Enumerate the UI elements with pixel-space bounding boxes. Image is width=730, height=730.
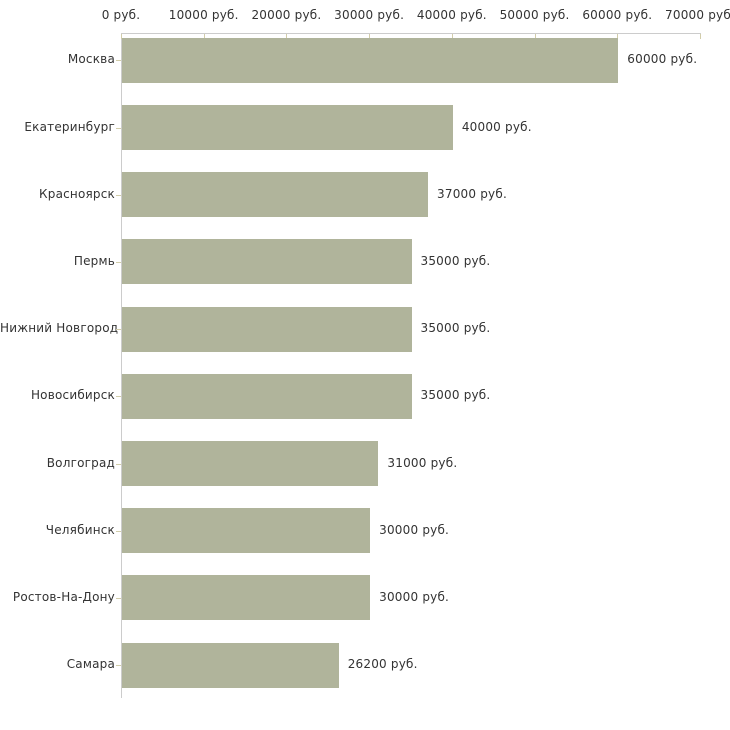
category-label: Новосибирск — [30, 388, 115, 403]
y-axis-tick — [116, 396, 121, 398]
x-axis-tick — [203, 34, 205, 39]
x-axis-line — [121, 33, 701, 34]
bar — [122, 508, 371, 554]
y-axis-tick — [116, 194, 121, 196]
y-axis-tick — [116, 530, 121, 532]
category-label: Волгоград — [46, 455, 115, 470]
y-axis-tick — [116, 665, 121, 667]
bar — [122, 642, 339, 688]
y-axis-tick — [116, 261, 121, 263]
bar — [122, 172, 429, 218]
y-axis-tick — [116, 329, 121, 331]
bar — [122, 575, 371, 621]
y-axis-tick — [116, 597, 121, 599]
y-axis-line — [121, 33, 122, 698]
category-label: Челябинск — [45, 522, 115, 537]
bar — [122, 306, 412, 352]
x-axis-tick-label: 60000 руб. — [582, 8, 653, 22]
bar — [122, 441, 379, 486]
value-label: 37000 руб. — [437, 186, 507, 201]
y-axis-tick — [116, 463, 121, 465]
x-axis-tick — [451, 34, 453, 39]
value-label: 30000 руб. — [379, 522, 450, 537]
category-label: Москва — [67, 52, 115, 67]
value-label: 35000 руб. — [420, 388, 491, 403]
bar — [122, 239, 412, 285]
category-label: Пермь — [73, 253, 115, 268]
x-axis-tick-label: 20000 руб. — [251, 8, 322, 22]
x-axis-tick — [369, 34, 371, 39]
y-axis-tick — [116, 127, 121, 129]
category-label: Екатеринбург — [24, 119, 115, 134]
x-axis-tick — [534, 34, 536, 39]
bar — [122, 373, 412, 419]
value-label: 35000 руб. — [420, 253, 491, 268]
value-label: 26200 руб. — [347, 657, 418, 672]
category-label: Красноярск — [39, 186, 115, 201]
x-axis-tick — [121, 34, 122, 39]
category-label: Ростов-На-Дону — [12, 589, 115, 604]
value-label: 40000 руб. — [461, 119, 532, 134]
value-label: 60000 руб. — [627, 52, 698, 67]
x-axis-tick-label: 30000 руб. — [334, 8, 405, 22]
x-axis-tick — [286, 34, 288, 39]
category-label: Нижний Новгород — [0, 321, 119, 336]
x-axis-tick-label: 50000 руб. — [499, 8, 570, 22]
bar — [122, 105, 453, 150]
value-label: 35000 руб. — [420, 321, 491, 336]
x-axis-tick — [617, 34, 619, 39]
value-label: 30000 руб. — [379, 589, 450, 604]
value-label: 31000 руб. — [387, 455, 458, 470]
category-label: Самара — [66, 657, 115, 672]
bar — [122, 37, 619, 83]
x-axis-tick-label: 70000 руб. — [665, 8, 730, 22]
x-axis-tick — [700, 34, 701, 39]
x-axis-tick-label: 10000 руб. — [168, 8, 239, 22]
x-axis-tick-label: 0 руб. — [101, 8, 141, 22]
x-axis-tick-label: 40000 руб. — [416, 8, 487, 22]
y-axis-tick — [116, 60, 121, 62]
